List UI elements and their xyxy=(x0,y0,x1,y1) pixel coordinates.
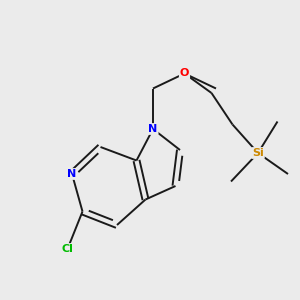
Text: N: N xyxy=(68,169,76,179)
Text: O: O xyxy=(180,68,189,79)
Text: N: N xyxy=(148,124,158,134)
Text: Cl: Cl xyxy=(61,244,74,254)
Text: Si: Si xyxy=(252,148,264,158)
